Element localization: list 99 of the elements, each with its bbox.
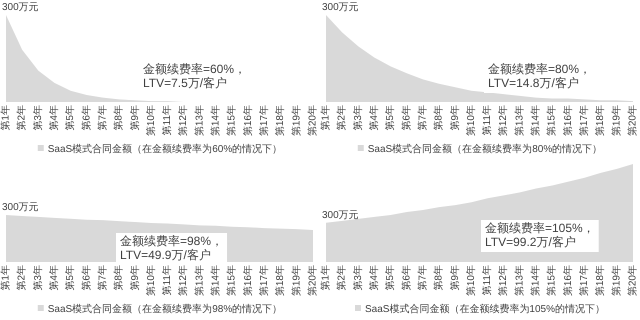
x-tick-label: 第17年 [578, 265, 590, 296]
x-tick-label: 第20年 [626, 105, 638, 136]
annotation: LTV=49.9万/客户 [120, 248, 211, 262]
x-tick-label: 第19年 [290, 105, 302, 136]
x-tick-label: 第6年 [80, 105, 92, 131]
annotation: LTV=99.2万/客户 [485, 235, 576, 249]
x-tick-label: 第18年 [274, 265, 286, 296]
x-tick-label: 第17年 [578, 105, 590, 136]
x-tick-label: 第1年 [320, 105, 332, 131]
x-tick-label: 第9年 [448, 265, 461, 291]
annotation: 金额续费率=98%， [120, 234, 224, 248]
x-tick-label: 第13年 [193, 105, 206, 136]
x-tick-label: 第2年 [16, 265, 28, 291]
x-tick-label: 第2年 [16, 105, 28, 131]
x-tick-label: 第7年 [96, 265, 108, 291]
x-tick-label: 第11年 [161, 265, 174, 296]
x-tick-label: 第3年 [32, 105, 44, 131]
annotation: 300万元 [2, 2, 39, 13]
x-tick-label: 第6年 [400, 265, 412, 291]
x-tick-label: 第20年 [306, 105, 318, 136]
x-tick-label: 第15年 [546, 105, 558, 136]
x-tick-label: 第20年 [626, 265, 638, 296]
x-tick-label: 第2年 [336, 265, 348, 291]
x-tick-label: 第7年 [416, 265, 428, 291]
x-tick-label: 第6年 [80, 265, 92, 291]
x-tick-label: 第19年 [610, 105, 622, 136]
x-tick-label: 第10年 [464, 105, 477, 136]
x-tick-label: 第9年 [128, 265, 141, 291]
x-tick-label: 第3年 [32, 265, 44, 291]
x-tick-label: 第4年 [368, 105, 380, 131]
x-tick-label: 第12年 [497, 105, 510, 136]
x-tick-label: 第11年 [161, 105, 174, 136]
x-tick-label: 第4年 [368, 265, 380, 291]
x-tick-label: 第14年 [210, 265, 222, 296]
x-tick-label: 第12年 [497, 265, 510, 296]
x-tick-label: 第18年 [274, 105, 286, 136]
note: 金额续费率=105%， LTV=99.2万/客户 [481, 220, 599, 252]
x-tick-label: 第15年 [226, 105, 238, 136]
note: 金额续费率=98%， LTV=49.9万/客户 [116, 233, 228, 265]
x-tick-label: 第4年 [48, 265, 60, 291]
x-tick-label: 第6年 [400, 105, 412, 131]
x-tick-label: 第1年 [320, 265, 332, 291]
x-tick-label: 第8年 [432, 265, 445, 291]
x-tick-label: 第11年 [481, 105, 494, 136]
x-tick-label: 第9年 [448, 105, 461, 131]
x-tick-label: 第10年 [464, 265, 477, 296]
annotation: 金额续费率=105%， [485, 221, 595, 235]
x-tick-label: 第12年 [177, 265, 190, 296]
x-tick-label: 第4年 [48, 105, 60, 131]
x-tick-label: 第16年 [562, 265, 574, 296]
x-tick-label: 第14年 [210, 105, 222, 136]
annotation: 300万元 [2, 202, 39, 213]
x-tick-label: 第1年 [0, 105, 12, 131]
legend-label: SaaS模式合同金额（在金额续费率为60%的情况下） [48, 143, 282, 155]
x-tick-label: 第5年 [64, 105, 76, 131]
x-tick-label: 第8年 [112, 265, 125, 291]
x-tick-label: 第16年 [562, 105, 574, 136]
x-tick-label: 第16年 [242, 105, 254, 136]
annotation: LTV=14.8万/客户 [488, 76, 579, 90]
x-tick-label: 第11年 [481, 265, 494, 296]
x-tick-label: 第15年 [546, 265, 558, 296]
note: 金额续费率=60%， LTV=7.5万/客户 [139, 61, 250, 93]
x-tick-label: 第12年 [177, 105, 190, 136]
x-tick-label: 第13年 [513, 105, 526, 136]
x-tick-label: 第17年 [258, 265, 270, 296]
x-tick-label: 第3年 [352, 265, 364, 291]
legend-label: SaaS模式合同金额（在金额续费率为80%的情况下） [368, 143, 602, 155]
x-tick-label: 第3年 [352, 105, 364, 131]
x-tick-label: 第2年 [336, 105, 348, 131]
x-tick-label: 第9年 [128, 105, 141, 131]
x-tick-label: 第13年 [513, 265, 526, 296]
x-tick-label: 第10年 [144, 105, 157, 136]
annotation: LTV=7.5万/客户 [143, 76, 228, 90]
x-tick-label: 第15年 [226, 265, 238, 296]
x-tick-label: 第5年 [64, 265, 76, 291]
x-tick-label: 第14年 [530, 265, 542, 296]
x-tick-label: 第17年 [258, 105, 270, 136]
x-tick-label: 第7年 [416, 105, 428, 131]
annotation: 300万元 [322, 210, 359, 221]
x-tick-label: 第14年 [530, 105, 542, 136]
x-tick-label: 第19年 [610, 265, 622, 296]
x-tick-label: 第16年 [242, 265, 254, 296]
legend-label: SaaS模式合同金额（在金额续费率为105%的情况下） [364, 303, 606, 315]
x-tick-label: 第19年 [290, 265, 302, 296]
annotation: 300万元 [322, 2, 359, 13]
x-tick-label: 第8年 [432, 105, 445, 131]
x-tick-label: 第5年 [384, 265, 396, 291]
x-tick-label: 第20年 [306, 265, 318, 296]
x-tick-label: 第18年 [594, 105, 606, 136]
x-tick-label: 第8年 [112, 105, 125, 131]
x-tick-label: 第18年 [594, 265, 606, 296]
annotation: 金额续费率=80%， [488, 62, 592, 76]
x-tick-label: 第1年 [0, 265, 12, 291]
legend-label: SaaS模式合同金额（在金额续费率为98%的情况下） [48, 303, 282, 315]
annotation: 金额续费率=60%， [143, 62, 246, 76]
x-tick-label: 第10年 [144, 265, 157, 296]
x-tick-label: 第13年 [193, 265, 206, 296]
x-tick-label: 第5年 [384, 105, 396, 131]
x-tick-label: 第7年 [96, 105, 108, 131]
